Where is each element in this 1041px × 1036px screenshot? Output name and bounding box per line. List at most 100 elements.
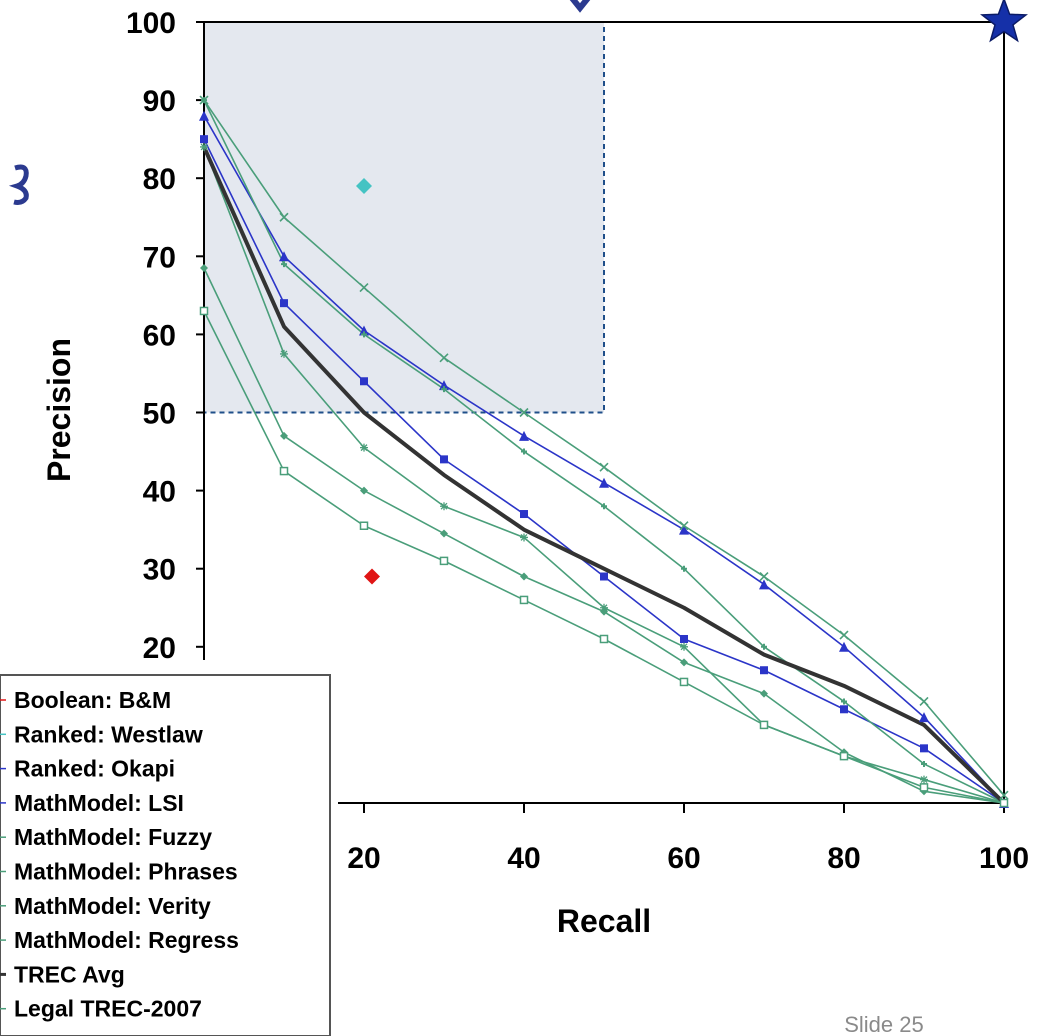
point-mathmodel-fuzzy	[439, 353, 449, 363]
point-mathmodel-verity	[280, 349, 288, 358]
legend-item-boolean-b-m: Boolean: B&M	[0, 687, 171, 713]
point-mathmodel-regress	[440, 529, 448, 538]
point-ranked-okapi	[519, 430, 529, 441]
point-mathmodel-fuzzy	[519, 407, 529, 418]
point-legal-trec-2007	[759, 720, 769, 730]
title-fragment	[8, 164, 29, 205]
y-tick-label: 100	[126, 7, 176, 40]
point-mathmodel-phrases	[281, 261, 287, 268]
star-icon	[980, 0, 1028, 43]
point-mathmodel-fuzzy	[679, 521, 689, 531]
point-legal-trec-2007	[519, 595, 529, 605]
point-mathmodel-lsi	[600, 572, 608, 581]
legend-label: Ranked: Westlaw	[14, 721, 203, 747]
point-mathmodel-verity	[440, 502, 448, 511]
point-boolean-b-m	[364, 568, 380, 585]
x-tick-label: 60	[667, 842, 700, 875]
point-ranked-okapi	[199, 110, 209, 121]
legend-item-mathmodel-verity: MathModel: Verity	[0, 893, 211, 919]
point-ranked-okapi	[759, 579, 769, 590]
point-legal-trec-2007	[999, 798, 1009, 808]
legend-item-mathmodel-fuzzy: MathModel: Fuzzy	[0, 824, 212, 850]
point-mathmodel-verity	[680, 642, 688, 651]
legend-item-trec-avg: TREC Avg	[0, 961, 125, 987]
point-mathmodel-lsi	[440, 455, 448, 464]
point-mathmodel-lsi	[200, 135, 208, 144]
point-mathmodel-lsi	[360, 377, 368, 386]
point-mathmodel-fuzzy	[279, 212, 289, 222]
highlight-region	[203, 21, 605, 414]
legend-item-mathmodel-regress: MathModel: Regress	[0, 927, 239, 953]
point-mathmodel-verity	[360, 443, 368, 452]
series-line-trec-avg	[202, 146, 1006, 805]
legend-label: MathModel: LSI	[14, 790, 184, 816]
point-mathmodel-regress	[520, 572, 528, 581]
legend-box	[0, 674, 331, 1036]
title-fragment	[569, 0, 591, 13]
x-tick-label: 20	[347, 842, 380, 875]
point-legal-trec-2007	[919, 783, 929, 792]
point-ranked-okapi	[359, 325, 369, 336]
point-mathmodel-phrases	[361, 331, 367, 338]
point-ranked-okapi	[919, 712, 929, 723]
y-tick-label: 20	[143, 632, 176, 665]
y-tick-label: 90	[143, 85, 176, 118]
point-mathmodel-phrases	[681, 565, 687, 572]
legend-label: TREC Avg	[14, 961, 125, 987]
point-mathmodel-lsi	[840, 705, 848, 714]
point-legal-trec-2007	[599, 634, 609, 644]
point-legal-trec-2007	[839, 751, 849, 761]
point-mathmodel-phrases	[521, 448, 527, 455]
point-legal-trec-2007	[359, 521, 369, 530]
point-legal-trec-2007	[279, 466, 289, 476]
point-mathmodel-fuzzy	[839, 630, 849, 640]
point-legal-trec-2007	[439, 556, 449, 566]
y-tick-label: 80	[143, 163, 176, 196]
point-ranked-okapi	[599, 477, 609, 488]
legend-label: Ranked: Okapi	[14, 756, 175, 782]
y-tick-label: 60	[143, 319, 176, 352]
point-ranked-okapi	[679, 524, 689, 535]
point-mathmodel-fuzzy	[999, 790, 1009, 800]
x-tick-label: 40	[507, 842, 540, 875]
point-mathmodel-regress	[200, 264, 208, 273]
point-legal-trec-2007	[679, 677, 689, 687]
point-mathmodel-phrases	[921, 760, 927, 767]
legend-label: MathModel: Fuzzy	[14, 824, 212, 850]
point-mathmodel-phrases	[761, 643, 767, 650]
legend-label: MathModel: Phrases	[14, 859, 238, 885]
legend-label: MathModel: Regress	[14, 927, 239, 953]
point-mathmodel-fuzzy	[919, 696, 929, 707]
legend-item-mathmodel-lsi: MathModel: LSI	[0, 790, 184, 816]
point-mathmodel-lsi	[280, 299, 288, 308]
legend-item-ranked-okapi: Ranked: Okapi	[0, 756, 175, 782]
x-tick-label: 80	[827, 842, 860, 875]
y-axis-title: Precision	[41, 338, 77, 482]
point-mathmodel-verity	[920, 775, 928, 784]
point-mathmodel-fuzzy	[759, 571, 769, 582]
x-axis-title: Recall	[557, 903, 651, 939]
point-mathmodel-lsi	[920, 744, 928, 753]
point-ranked-westlaw	[356, 178, 372, 195]
point-mathmodel-lsi	[680, 634, 688, 643]
point-mathmodel-regress	[680, 658, 688, 667]
point-mathmodel-verity	[200, 142, 208, 151]
legend-label: Boolean: B&M	[14, 687, 171, 713]
point-mathmodel-phrases	[201, 97, 207, 104]
point-mathmodel-fuzzy	[599, 462, 609, 472]
point-mathmodel-fuzzy	[359, 282, 369, 293]
point-mathmodel-verity	[520, 533, 528, 542]
legend-item-ranked-westlaw: Ranked: Westlaw	[0, 721, 203, 747]
legend-item-legal-trec-2007: Legal TREC-2007	[0, 996, 202, 1022]
legend-label: Legal TREC-2007	[14, 996, 202, 1022]
point-mathmodel-phrases	[601, 503, 607, 510]
legend-item-mathmodel-phrases: MathModel: Phrases	[0, 859, 238, 885]
point-mathmodel-regress	[760, 689, 768, 698]
legend-label: MathModel: Verity	[14, 893, 211, 919]
point-mathmodel-regress	[360, 486, 368, 495]
y-tick-label: 40	[143, 476, 176, 509]
point-ranked-okapi	[279, 251, 289, 262]
point-mathmodel-phrases	[441, 386, 447, 393]
legend: Boolean: B&M Ranked: Westlaw Ranked: Okapi…	[0, 674, 331, 1036]
